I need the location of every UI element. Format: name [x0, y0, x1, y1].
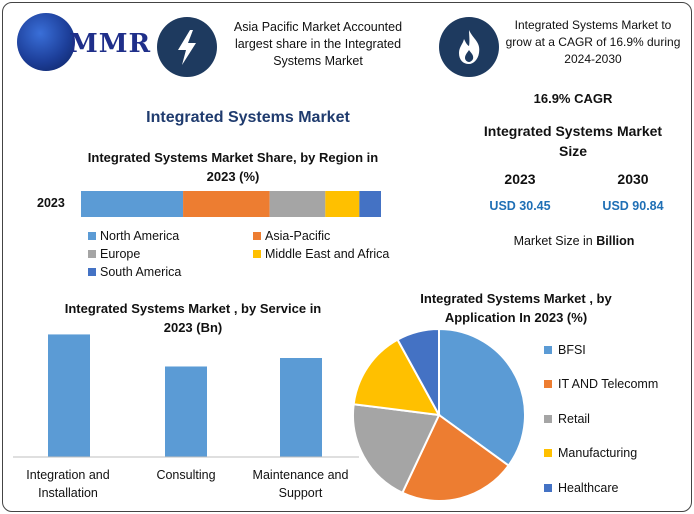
market-size-2030: 2030 USD 90.84 — [597, 171, 669, 213]
value-label: USD 90.84 — [602, 199, 664, 213]
pie-legend-manufacturing: Manufacturing — [544, 446, 637, 460]
value-label: USD 30.45 — [489, 199, 551, 213]
service-category-label: Maintenance and Support — [252, 468, 349, 500]
legend-item-middle-east-africa: Middle East and Africa — [253, 247, 389, 261]
legend-swatch — [253, 250, 261, 258]
application-pie-chart — [352, 327, 526, 502]
legend-swatch — [544, 380, 552, 388]
legend-label: Europe — [100, 247, 141, 261]
application-chart-title: Integrated Systems Market , by Applicati… — [420, 291, 612, 325]
pie-slice-manufacturing — [352, 338, 441, 417]
region-bar-segment-0 — [81, 191, 184, 217]
legend-label: IT AND Telecomm — [558, 377, 659, 391]
legend-label: Asia-Pacific — [265, 229, 331, 243]
note-unit: Billion — [596, 234, 635, 248]
market-size-note: Market Size in Billion — [489, 234, 659, 248]
pie-legend-bfsi: BFSI — [544, 343, 586, 357]
region-bar-segment-2 — [269, 191, 326, 217]
year-label: 2030 — [617, 171, 649, 187]
pie-legend-healthcare: Healthcare — [544, 481, 618, 495]
pie-legend-it-telecomm: IT AND Telecomm — [544, 377, 658, 391]
region-bar-category-label: 2023 — [37, 196, 65, 210]
market-size-title: Integrated Systems Market Size — [483, 123, 663, 159]
legend-swatch — [253, 232, 261, 240]
legend-swatch — [88, 268, 96, 276]
note-text: Market Size in — [513, 234, 597, 248]
legend-label: South America — [100, 265, 182, 279]
service-bar-chart — [13, 334, 359, 458]
legend-label: Manufacturing — [558, 446, 638, 460]
legend-swatch — [88, 232, 96, 240]
legend-swatch — [544, 346, 552, 354]
legend-item-south-america: South America — [88, 265, 181, 279]
legend-label: North America — [100, 229, 180, 243]
region-bar-segment-3 — [325, 191, 360, 217]
service-bar-1 — [165, 366, 207, 457]
legend-swatch — [88, 250, 96, 258]
legend-item-europe: Europe — [88, 247, 140, 261]
legend-label: Retail — [558, 412, 590, 426]
legend-item-north-america: North America — [88, 229, 179, 243]
pie-slice-retail — [352, 403, 441, 495]
service-category-label: Consulting — [156, 468, 216, 482]
legend-swatch — [544, 449, 552, 457]
market-size-2023: 2023 USD 30.45 — [485, 171, 555, 213]
legend-swatch — [544, 415, 552, 423]
legend-swatch — [544, 484, 552, 492]
region-chart-title: Integrated Systems Market Share, by Regi… — [87, 150, 379, 184]
cagr-text: 16.9% CAGR — [533, 91, 613, 106]
main-title: Integrated Systems Market — [146, 109, 350, 126]
region-bar-segment-1 — [183, 191, 270, 217]
globe-icon — [17, 13, 75, 71]
mmr-logo: MMR — [17, 11, 157, 73]
pie-slice-healthcare — [396, 327, 440, 416]
service-bar-2 — [280, 358, 322, 457]
service-category-label: Integration and Installation — [26, 468, 110, 500]
legend-item-asia-pacific: Asia-Pacific — [253, 229, 330, 243]
header-right-text: Integrated Systems Market to grow at a C… — [505, 18, 681, 66]
header-left-text: Asia Pacific Market Accounted largest sh… — [233, 20, 403, 68]
service-bar-0 — [48, 334, 90, 457]
legend-label: Healthcare — [558, 481, 619, 495]
service-chart-title: Integrated Systems Market , by Service i… — [64, 301, 322, 335]
lightning-icon — [157, 17, 217, 77]
pie-slice-bfsi — [438, 327, 526, 467]
region-bar-segment-4 — [359, 191, 381, 217]
legend-label: Middle East and Africa — [265, 247, 390, 261]
legend-label: BFSI — [558, 343, 586, 357]
year-label: 2023 — [504, 171, 536, 187]
logo-text: MMR — [69, 29, 152, 59]
region-stacked-bar-chart — [81, 191, 381, 217]
flame-icon — [439, 17, 499, 77]
pie-legend-retail: Retail — [544, 412, 590, 426]
